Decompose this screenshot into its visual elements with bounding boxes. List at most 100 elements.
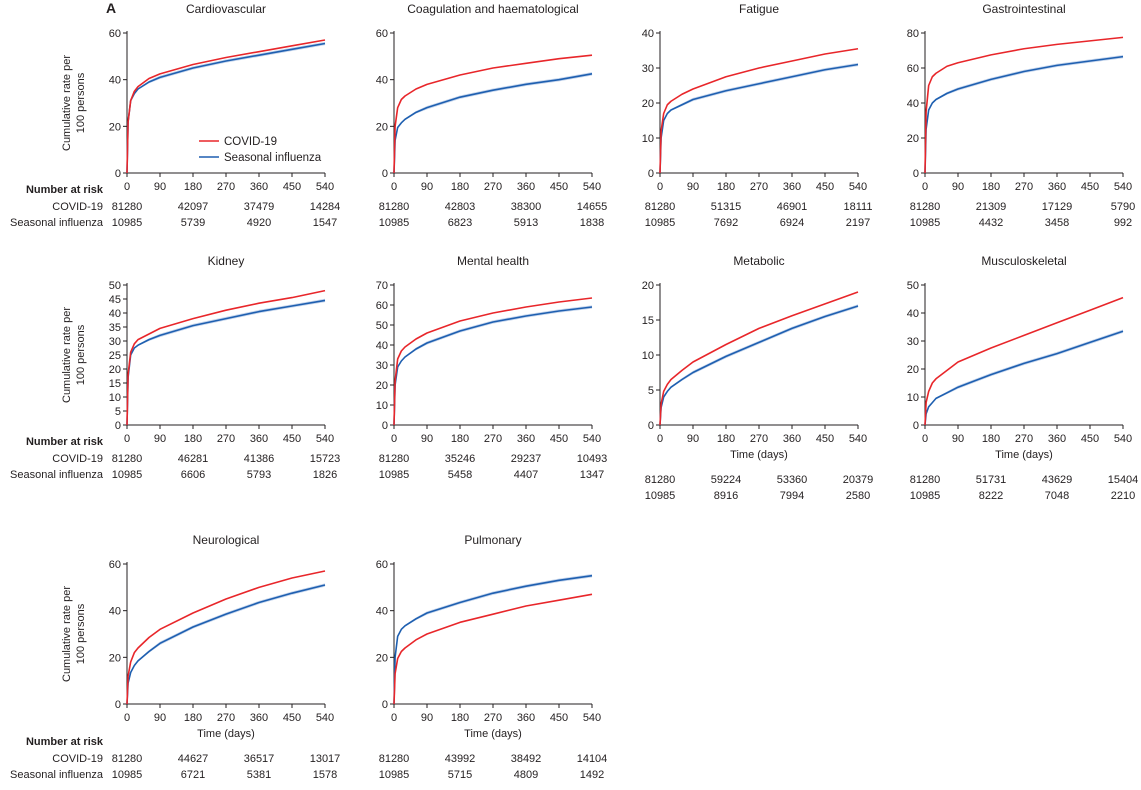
y-tick-label: 10 [907,392,919,404]
panel-title: Coagulation and haematological [407,2,578,16]
x-tick-label: 90 [952,181,964,193]
risk-value-covid: 46901 [777,201,808,213]
x-axis-title: Time (days) [995,449,1053,461]
risk-value-covid: 20379 [843,474,874,486]
risk-value-covid: 81280 [645,474,676,486]
panel-title: Mental health [457,254,529,268]
risk-value-influenza: 1838 [580,217,604,229]
risk-value-influenza: 5739 [181,217,205,229]
seasonal-influenza-line [924,55,1124,174]
x-tick-label: 270 [484,712,502,724]
panel-title: Kidney [208,254,245,268]
y-tick-label: 20 [109,364,121,376]
risk-value-influenza: 4432 [979,217,1003,229]
y-tick-label: 0 [115,168,121,180]
y-tick-label: 20 [642,98,654,110]
risk-value-covid: 81280 [379,753,410,765]
x-tick-label: 450 [283,433,301,445]
risk-value-covid: 81280 [379,453,410,465]
panel-musculoskeletal: Musculoskeletal 0 10 20 30 40 50 0 90 180 270 360 45… [907,254,1139,502]
risk-value-influenza: 8222 [979,490,1003,502]
x-tick-label: 540 [316,181,334,193]
y-tick-label: 15 [109,378,121,390]
panel-pulmonary: Pulmonary 0 20 40 60 0 90 180 270 360 450 540 Time (… [376,533,608,781]
risk-value-influenza: 5913 [514,217,538,229]
influenza-ci-band [127,583,325,704]
x-tick-label: 0 [124,181,130,193]
x-tick-label: 90 [421,433,433,445]
risk-value-covid: 35246 [445,453,476,465]
y-tick-label: 30 [907,336,919,348]
risk-value-influenza: 5793 [247,469,271,481]
panel-title: Neurological [193,533,260,547]
influenza-ci-band [394,573,592,704]
x-tick-label: 0 [391,712,397,724]
risk-value-influenza: 1578 [313,769,337,781]
y-tick-label: 80 [907,28,919,40]
x-tick-label: 270 [217,712,235,724]
x-tick-label: 0 [922,433,928,445]
y-tick-label: 20 [907,364,919,376]
risk-value-covid: 5790 [1111,201,1135,213]
y-tick-label: 0 [115,420,121,432]
risk-value-covid: 15404 [1108,474,1139,486]
covid-19-line [393,593,593,705]
y-tick-label: 0 [648,420,654,432]
y-axis-title-line: 100 persons [75,72,87,133]
risk-value-influenza: 6924 [780,217,804,229]
y-tick-label: 20 [907,133,919,145]
panel-title: Musculoskeletal [981,254,1066,268]
risk-value-influenza: 6606 [181,469,205,481]
y-tick-label: 0 [382,699,388,711]
influenza-ci-band [925,329,1123,425]
y-tick-label: 50 [109,280,121,292]
covid-19-line [924,36,1124,174]
y-tick-label: 60 [109,559,121,571]
risk-value-covid: 42803 [445,201,476,213]
x-tick-label: 90 [687,181,699,193]
influenza-ci-band [394,72,592,173]
risk-value-influenza: 2197 [846,217,870,229]
risk-value-influenza: 10985 [379,469,410,481]
covid-19-line [126,570,326,705]
x-tick-label: 270 [750,181,768,193]
y-tick-label: 40 [376,606,388,618]
risk-header: Number at risk [26,184,104,196]
y-axis-title: Cumulative rate per 100 persons [61,307,87,403]
y-tick-label: 10 [642,133,654,145]
panel-coagulation-and-haematological: Coagulation and haematological 0 20 40 60 0 90… [376,2,608,229]
risk-value-influenza: 2210 [1111,490,1135,502]
x-tick-label: 450 [1081,181,1099,193]
panel-gastrointestinal: Gastrointestinal 0 20 40 60 80 0 90 180 270 360 450… [907,2,1135,229]
y-tick-label: 30 [376,360,388,372]
x-tick-label: 180 [717,433,735,445]
x-tick-label: 90 [421,181,433,193]
risk-value-covid: 46281 [178,453,209,465]
panel-title: Metabolic [733,254,784,268]
x-tick-label: 180 [982,433,1000,445]
covid-19-line [393,54,593,174]
risk-row-label: COVID-19 [52,201,103,213]
x-tick-label: 270 [484,433,502,445]
x-axis-title: Time (days) [730,449,788,461]
y-axis-title-line: Cumulative rate per [61,307,73,403]
x-axis-title: Time (days) [197,728,255,740]
covid-19-line [659,47,859,174]
y-tick-label: 0 [382,168,388,180]
y-tick-label: 20 [376,121,388,133]
x-tick-label: 450 [550,712,568,724]
y-tick-label: 30 [109,336,121,348]
x-tick-label: 270 [1015,181,1033,193]
risk-value-covid: 14104 [577,753,608,765]
y-tick-label: 40 [907,308,919,320]
x-tick-label: 540 [849,433,867,445]
risk-row-label: Seasonal influenza [10,217,104,229]
y-tick-label: 5 [115,406,121,418]
risk-value-covid: 15723 [310,453,341,465]
risk-value-influenza: 4407 [514,469,538,481]
risk-value-covid: 13017 [310,753,341,765]
risk-value-influenza: 4809 [514,769,538,781]
panel-title: Gastrointestinal [982,2,1065,16]
x-tick-label: 270 [217,181,235,193]
influenza-ci-band [925,54,1123,173]
